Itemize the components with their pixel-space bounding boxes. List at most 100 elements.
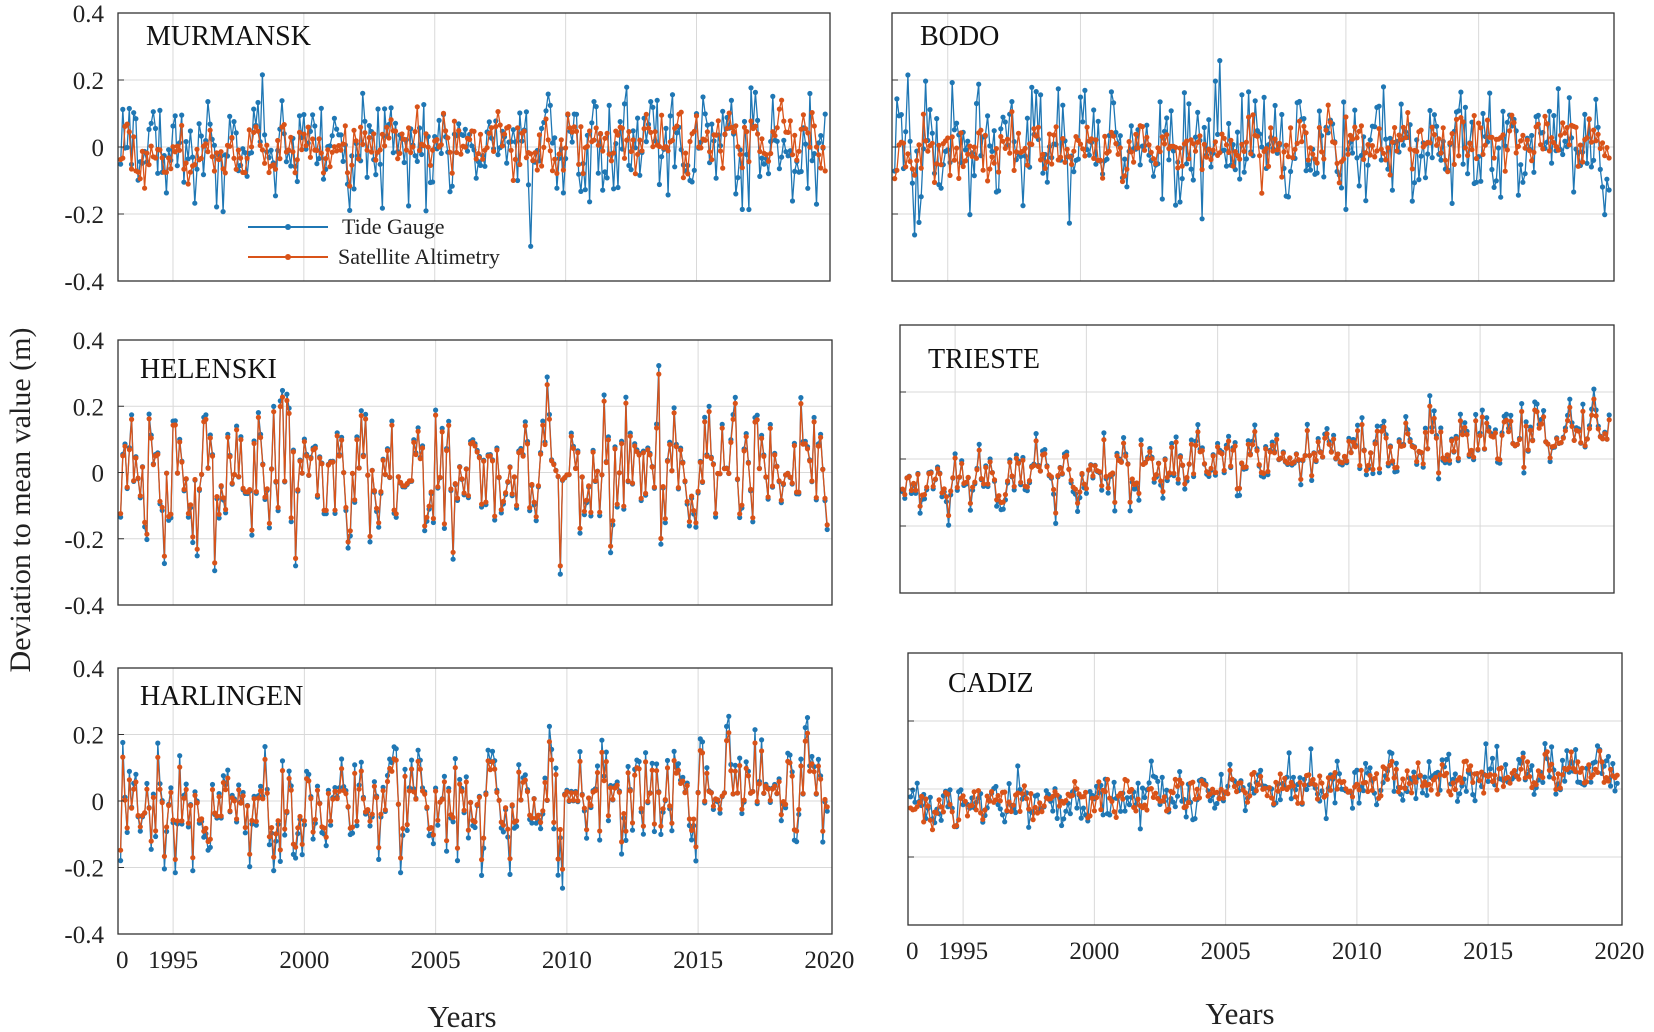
data-point (1484, 117, 1491, 123)
data-point (592, 788, 598, 794)
data-point (761, 161, 767, 167)
data-point (948, 488, 954, 494)
data-point (529, 481, 535, 488)
data-point (1475, 446, 1481, 452)
data-point (1190, 779, 1196, 785)
data-point (963, 479, 969, 485)
data-point (1580, 401, 1586, 407)
data-point (216, 511, 222, 517)
data-point (155, 170, 161, 176)
data-point (1206, 146, 1212, 152)
data-point (1324, 426, 1330, 432)
data-point (1400, 124, 1406, 130)
data-point (1335, 451, 1341, 457)
data-point (439, 429, 445, 435)
data-point (1164, 132, 1170, 138)
data-point (1269, 442, 1275, 448)
data-point (283, 159, 289, 165)
data-point (1153, 161, 1159, 167)
data-point (284, 397, 290, 404)
data-point (913, 487, 919, 493)
data-point (179, 818, 185, 824)
data-point (737, 511, 743, 517)
data-point (1367, 137, 1373, 143)
data-point (463, 466, 469, 472)
data-point (1577, 142, 1583, 148)
data-point (522, 772, 528, 778)
data-point (334, 433, 340, 439)
data-point (1454, 798, 1461, 804)
data-point (293, 844, 299, 850)
data-point (1197, 133, 1203, 139)
data-point (163, 190, 169, 196)
data-point (1559, 772, 1566, 778)
data-point (811, 414, 817, 421)
data-point (1268, 125, 1274, 131)
data-point (1547, 455, 1553, 461)
data-point (131, 134, 137, 140)
data-point (1272, 136, 1278, 142)
x-tick-label: 0 (906, 938, 919, 965)
data-point (170, 144, 176, 150)
data-point (776, 779, 782, 785)
data-point (1473, 155, 1479, 162)
data-point (691, 128, 697, 134)
data-point (660, 484, 666, 490)
data-point (993, 146, 1000, 152)
data-point (253, 124, 259, 130)
data-point (126, 105, 132, 112)
data-point (183, 160, 189, 166)
data-point (1451, 161, 1457, 167)
data-point (258, 788, 264, 794)
data-point (1431, 415, 1437, 421)
data-point (1383, 136, 1389, 142)
data-point (1446, 751, 1452, 757)
data-point (1478, 178, 1484, 184)
data-point (928, 470, 934, 476)
data-point (224, 153, 231, 159)
data-point (227, 143, 233, 149)
data-point (358, 408, 364, 414)
data-point (1137, 826, 1143, 832)
data-point (803, 141, 809, 147)
data-point (991, 128, 997, 134)
data-point (1549, 761, 1555, 767)
data-point (1447, 140, 1453, 146)
data-point (365, 472, 371, 478)
data-point (194, 800, 200, 806)
data-point (789, 773, 795, 779)
data-point (1041, 803, 1047, 809)
data-point (281, 122, 287, 128)
data-point (1035, 124, 1041, 130)
data-point (207, 121, 213, 127)
data-point (1166, 157, 1172, 163)
data-point (1274, 436, 1280, 442)
data-point (157, 786, 163, 792)
data-point (1195, 139, 1201, 145)
data-point (118, 858, 124, 864)
data-point (824, 808, 830, 814)
data-point (1077, 489, 1083, 495)
data-point (1341, 99, 1347, 105)
data-point (332, 788, 338, 794)
data-point (220, 495, 226, 501)
data-point (1252, 98, 1258, 104)
data-point (1606, 417, 1612, 423)
data-point (1184, 161, 1190, 167)
data-point (367, 539, 373, 545)
data-point (1029, 141, 1035, 147)
data-point (989, 154, 995, 160)
data-point (792, 168, 798, 174)
data-point (438, 150, 444, 156)
data-point (1243, 464, 1249, 470)
data-point (656, 181, 663, 188)
data-point (815, 443, 822, 449)
data-point (935, 466, 941, 472)
data-point (549, 140, 556, 146)
data-point (637, 172, 643, 178)
data-point (1111, 779, 1117, 785)
data-point (1346, 438, 1352, 444)
data-point (542, 441, 548, 448)
data-point (1365, 142, 1371, 148)
data-point (1529, 158, 1535, 164)
